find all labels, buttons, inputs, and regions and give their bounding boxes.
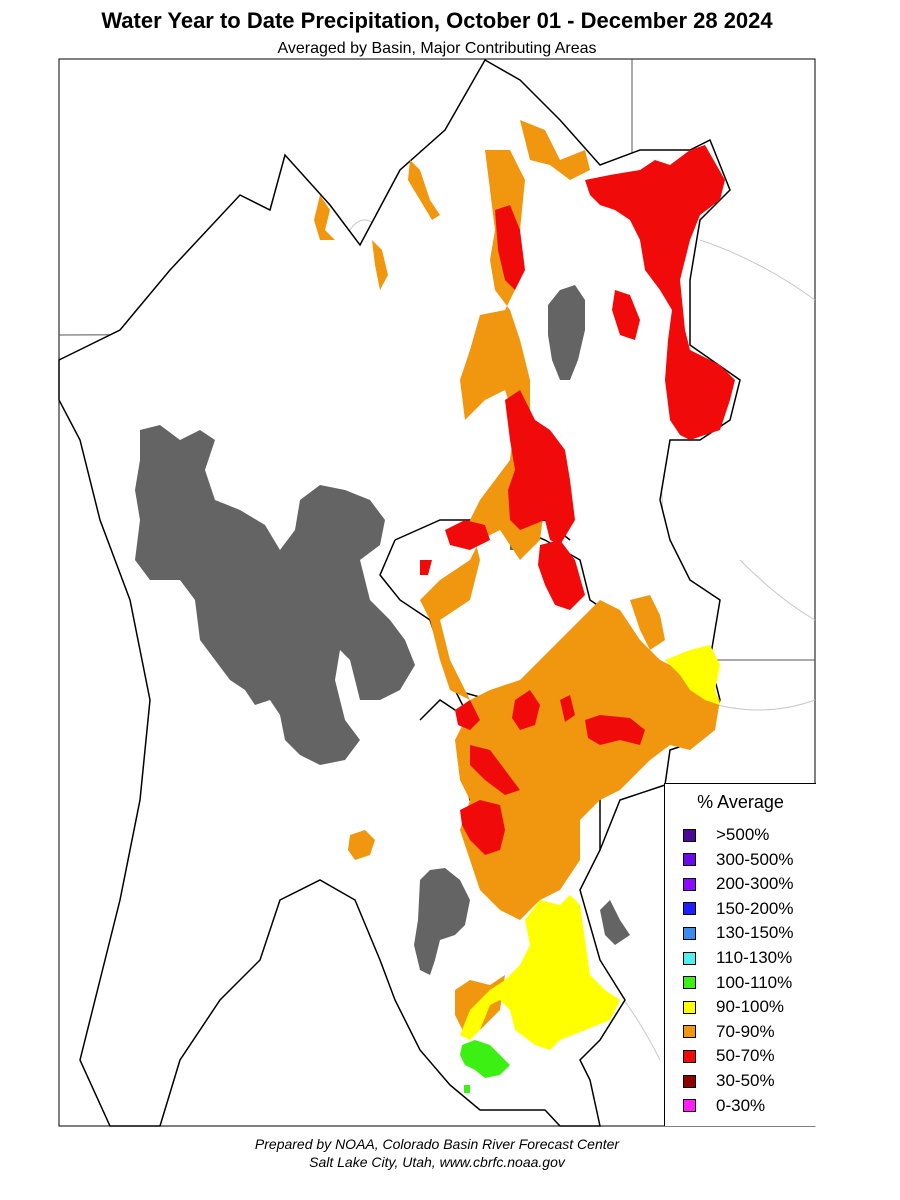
legend-item: 70-90%: [683, 1021, 775, 1043]
legend-title: % Average: [697, 792, 784, 812]
legend-item: 130-150%: [683, 922, 794, 944]
legend-swatch: [683, 1025, 696, 1039]
footer-prepared-by: Prepared by NOAA, Colorado Basin River F…: [254, 1136, 620, 1152]
footer-location: Salt Lake City, Utah, www.cbrfc.noaa.gov: [309, 1154, 565, 1170]
legend: % Average >500% 300-500% 200-300% 150-20…: [664, 783, 816, 1126]
legend-label: 30-50%: [716, 1071, 775, 1090]
legend-item: 100-110%: [683, 972, 792, 994]
green-spot: [464, 1085, 470, 1093]
legend-swatch: [683, 1099, 696, 1113]
map-subtitle: Averaged by Basin, Major Contributing Ar…: [277, 40, 597, 57]
utah-lake: [414, 868, 470, 975]
reservoir-east: [600, 900, 630, 945]
bear-lake: [548, 285, 585, 380]
map-frame: [58, 58, 816, 1127]
legend-swatch: [683, 976, 696, 990]
great-salt-lake: [135, 425, 415, 765]
legend-swatch: [683, 828, 696, 842]
legend-label: 150-200%: [716, 898, 794, 918]
legend-label: 70-90%: [716, 1021, 775, 1041]
area-90-100: [460, 645, 720, 1050]
lakes: [135, 285, 630, 975]
legend-item: 50-70%: [683, 1045, 775, 1067]
legend-item: 150-200%: [683, 898, 794, 920]
legend-label: 0-30%: [716, 1095, 766, 1115]
area-50-70: [420, 145, 735, 855]
legend-label: 50-70%: [716, 1046, 775, 1066]
legend-label: 200-300%: [716, 874, 794, 894]
legend-label: 300-500%: [716, 849, 794, 869]
legend-swatch: [683, 902, 696, 916]
legend-swatch: [683, 1000, 696, 1014]
legend-swatch: [683, 1074, 696, 1088]
map-title: Water Year to Date Precipitation, Octobe…: [101, 8, 773, 33]
legend-item: 90-100%: [683, 996, 784, 1018]
area-100-110: [460, 1040, 510, 1093]
legend-swatch: [683, 877, 696, 891]
legend-swatch: [683, 926, 696, 940]
legend-item: >500%: [683, 824, 769, 846]
legend-swatch: [683, 1049, 696, 1063]
legend-swatch: [683, 951, 696, 965]
legend-label: 110-130%: [716, 948, 793, 967]
legend-item: 200-300%: [683, 873, 794, 895]
legend-item: 30-50%: [683, 1070, 775, 1092]
legend-label: 130-150%: [716, 923, 794, 943]
legend-label: 100-110%: [716, 972, 793, 992]
legend-label: >500%: [716, 825, 770, 844]
legend-item: 300-500%: [683, 849, 794, 871]
legend-item: 0-30%: [683, 1095, 765, 1117]
legend-item: 110-130%: [683, 947, 792, 969]
legend-swatch: [683, 853, 696, 867]
legend-label: 90-100%: [716, 997, 785, 1017]
